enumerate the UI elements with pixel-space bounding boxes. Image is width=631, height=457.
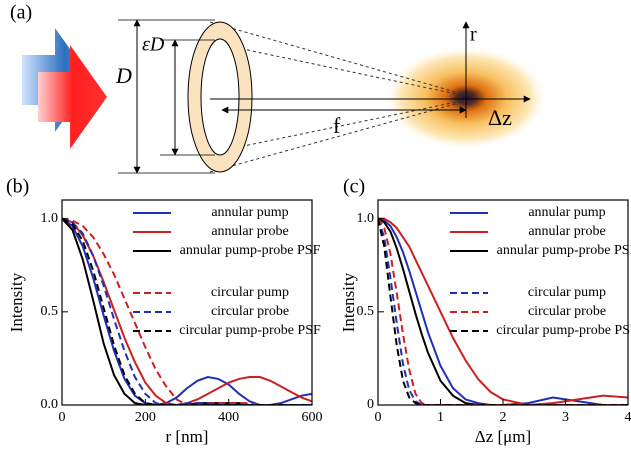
legend-label: annular pump-probe PSF [496, 243, 631, 258]
label-dz: Δz [488, 105, 512, 130]
x-axis-label: Δz [μm] [475, 427, 531, 446]
diagram: (a) D εD f r Δz [10, 2, 548, 174]
label-r: r [470, 24, 477, 46]
label-d: D [115, 63, 132, 88]
x-tick-label: 1 [437, 410, 444, 425]
y-tick-label: 1.0 [357, 211, 375, 226]
legend-label: annular pump [528, 205, 606, 220]
ring-hole [200, 38, 240, 156]
legend-label: annular pump-probe PSF [179, 243, 321, 258]
legend-label: annular pump [211, 205, 289, 220]
x-tick-label: 2 [500, 410, 507, 425]
y-tick-label: 0.0 [41, 397, 59, 412]
plot-frame [61, 199, 313, 406]
x-tick-label: 600 [302, 410, 323, 425]
x-tick-label: 0 [375, 410, 382, 425]
legend-label: circular pump-probe PSF [496, 323, 631, 338]
legend-label: annular probe [211, 224, 289, 239]
curve [378, 218, 628, 405]
legend-label: circular probe [210, 304, 290, 319]
legend-label: circular pump-probe PSF [179, 323, 321, 338]
curve [62, 217, 312, 405]
x-tick-label: 4 [625, 410, 631, 425]
curve [378, 217, 628, 405]
legend-label: circular pump [527, 285, 607, 300]
x-axis-label: r [nm] [166, 427, 209, 446]
y-tick-label: 1.0 [41, 211, 59, 226]
x-tick-label: 0 [59, 410, 66, 425]
legend-label: annular probe [528, 224, 606, 239]
curve [378, 217, 628, 405]
legend-label: circular probe [527, 304, 607, 319]
y-tick-label: 0.5 [41, 304, 59, 319]
panel-label: (b) [6, 176, 29, 198]
y-tick-label: 0.5 [357, 304, 375, 319]
probe-arrow [38, 45, 107, 149]
curve [378, 217, 628, 405]
x-tick-label: 400 [218, 410, 239, 425]
legend-label: circular pump [210, 285, 290, 300]
y-tick-label: 0 [367, 397, 374, 412]
curve [62, 217, 312, 405]
cone-line [209, 100, 467, 173]
curve [62, 217, 312, 405]
panel-label: (a) [10, 2, 32, 24]
x-tick-label: 200 [135, 410, 156, 425]
x-tick-label: 3 [562, 410, 569, 425]
cone-line [209, 21, 467, 96]
curve [62, 217, 312, 405]
y-axis-label: Intensity [339, 272, 358, 332]
curve [378, 218, 628, 405]
panel-label: (c) [343, 176, 365, 198]
curve [62, 217, 312, 405]
label-f: f [333, 113, 341, 138]
y-axis-label: Intensity [7, 272, 26, 332]
label-ed: εD [142, 34, 165, 56]
